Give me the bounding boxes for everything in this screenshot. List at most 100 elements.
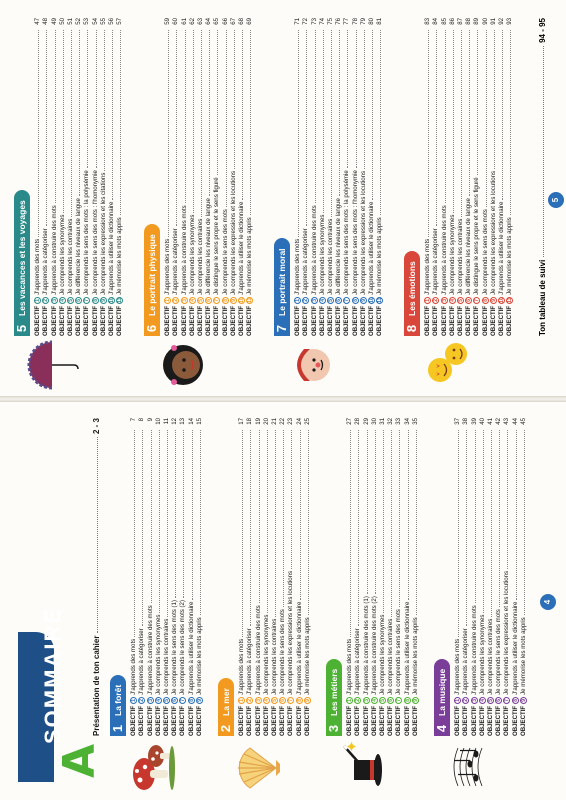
objective-row[interactable]: OBJECTIF 5 Je comprends les contraires 63 bbox=[196, 18, 204, 336]
objective-row[interactable]: OBJECTIF 10 J'apprends à utiliser le dicti… bbox=[367, 18, 375, 336]
objective-row[interactable]: OBJECTIF 5 Je comprends les contraires 41 bbox=[486, 418, 494, 736]
objective-number: 1 bbox=[34, 296, 42, 304]
objective-row[interactable]: OBJECTIF 2 J'apprends à catégoriser 38 bbox=[461, 418, 470, 736]
objective-row[interactable]: OBJECTIF 3 J'apprends à construire des mot… bbox=[439, 18, 448, 336]
objective-row[interactable]: OBJECTIF 10 J'apprends à utiliser le dicti… bbox=[237, 18, 245, 336]
objective-row[interactable]: OBJECTIF 9 Je mémorise les mots appris 15 bbox=[195, 418, 203, 736]
objective-row[interactable]: OBJECTIF 9 Je mémorise les mots appris 25 bbox=[303, 418, 311, 736]
objective-row[interactable]: OBJECTIF 4 Je comprends les synonymes 40 bbox=[478, 418, 486, 736]
objective-text: Je mémorise les mots appris bbox=[116, 217, 124, 295]
intro-pages: 2 - 3 bbox=[92, 418, 101, 435]
objective-row[interactable]: OBJECTIF 8 Je comprends le sens des mots :… bbox=[350, 18, 359, 336]
objective-row[interactable]: OBJECTIF 1 J'apprends des mots 7 bbox=[129, 418, 138, 736]
objective-row[interactable]: OBJECTIF 9 Je mémorise les mots appris 35 bbox=[411, 418, 419, 736]
objective-row[interactable]: OBJECTIF 4 Je comprends les synonymes 10 bbox=[154, 418, 162, 736]
objective-number: 9 bbox=[229, 296, 237, 304]
objective-row[interactable]: OBJECTIF 5 Je comprends les synonymes 31 bbox=[378, 418, 386, 736]
objective-row[interactable]: OBJECTIF 1 J'apprends des mots 71 bbox=[293, 18, 302, 336]
objective-row[interactable]: OBJECTIF 1 J'apprends des mots 17 bbox=[237, 418, 246, 736]
objective-row[interactable]: OBJECTIF 2 J'apprends à catégoriser 84 bbox=[431, 18, 440, 336]
objective-row[interactable]: OBJECTIF 7 Je comprends le sens des mots :… bbox=[342, 18, 351, 336]
objective-row[interactable]: OBJECTIF 9 Je comprends les expressions et… bbox=[99, 18, 107, 336]
objective-row[interactable]: OBJECTIF 7 Je comprends le sens des mots (… bbox=[178, 418, 187, 736]
objective-row[interactable]: OBJECTIF 1 J'apprends des mots 47 bbox=[33, 18, 42, 336]
objective-text: Je mémorise les mots appris bbox=[195, 617, 203, 695]
objective-number: 2 bbox=[302, 296, 310, 304]
objective-row[interactable]: OBJECTIF 8 Je comprends le sens des mots :… bbox=[90, 18, 99, 336]
objective-row[interactable]: OBJECTIF 11 Je mémorise les mots appris 57 bbox=[115, 18, 124, 336]
section-header: 6 Le portrait physique bbox=[144, 18, 160, 336]
objective-row[interactable]: OBJECTIF 9 Je comprends les expressions et… bbox=[229, 18, 237, 336]
objective-row[interactable]: OBJECTIF 2 J'apprends à catégoriser 48 bbox=[41, 18, 50, 336]
objective-row[interactable]: OBJECTIF 7 Je distingue le sens propre et … bbox=[212, 18, 221, 336]
objective-row[interactable]: OBJECTIF 4 Je comprends les synonymes 86 bbox=[448, 18, 456, 336]
objective-row[interactable]: OBJECTIF 9 Je comprends les expressions et… bbox=[359, 18, 367, 336]
dot-leader bbox=[469, 30, 471, 197]
objective-row[interactable]: OBJECTIF 6 Je comprends le sens des mots 22 bbox=[278, 418, 287, 736]
objective-row[interactable]: OBJECTIF 7 Je comprends les expressions et… bbox=[286, 418, 295, 736]
objective-prefix: OBJECTIF bbox=[146, 705, 154, 736]
objective-row[interactable]: OBJECTIF 3 J'apprends à construire des mot… bbox=[179, 18, 188, 336]
objective-row[interactable]: OBJECTIF 2 J'apprends à catégoriser 18 bbox=[245, 418, 254, 736]
objective-page: 92 bbox=[497, 18, 505, 25]
objective-row[interactable]: OBJECTIF 4 Je comprends les synonymes 74 bbox=[318, 18, 326, 336]
objective-row[interactable]: OBJECTIF 5 Je comprends les contraires 51 bbox=[66, 18, 74, 336]
objective-row[interactable]: OBJECTIF 11 Je mémorise les mots appris 93 bbox=[505, 18, 514, 336]
objective-row[interactable]: OBJECTIF 4 Je comprends les synonymes 50 bbox=[58, 18, 66, 336]
objective-row[interactable]: OBJECTIF 2 J'apprends à catégoriser 60 bbox=[171, 18, 180, 336]
objective-row[interactable]: OBJECTIF 8 Je comprends le sens des mots 66 bbox=[220, 18, 229, 336]
page-number-left: 4 bbox=[540, 594, 556, 610]
objective-row[interactable]: OBJECTIF 3 J'apprends à construire des mot… bbox=[145, 418, 154, 736]
objective-prefix: OBJECTIF bbox=[403, 705, 411, 736]
objective-row[interactable]: OBJECTIF 5 Je comprends les contraires 11 bbox=[162, 418, 170, 736]
objective-row[interactable]: OBJECTIF 6 Je différencie les niveaux de l… bbox=[334, 18, 343, 336]
objective-row[interactable]: OBJECTIF 4 J'apprends à construire des mot… bbox=[370, 418, 378, 736]
objective-row[interactable]: OBJECTIF 5 Je comprends les contraires 21 bbox=[270, 418, 278, 736]
objective-row[interactable]: OBJECTIF 6 Je comprends le sens des mots (… bbox=[170, 418, 179, 736]
objective-row[interactable]: OBJECTIF 3 J'apprends à construire des mot… bbox=[469, 418, 478, 736]
objective-row[interactable]: OBJECTIF 3 J'apprends à construire des mot… bbox=[361, 418, 370, 736]
objective-row[interactable]: OBJECTIF 6 Je comprends le sens des mots 42 bbox=[494, 418, 503, 736]
objective-row[interactable]: OBJECTIF 4 Je comprends les synonymes 20 bbox=[262, 418, 270, 736]
objective-row[interactable]: OBJECTIF 2 J'apprends à catégoriser 28 bbox=[353, 418, 362, 736]
objective-row[interactable]: OBJECTIF 7 Je comprends le sens des mots 33 bbox=[394, 418, 403, 736]
objective-row[interactable]: OBJECTIF 1 J'apprends des mots 59 bbox=[163, 18, 172, 336]
objective-row[interactable]: OBJECTIF 1 J'apprends des mots 37 bbox=[453, 418, 462, 736]
objective-number: 4 bbox=[478, 696, 486, 704]
objective-row[interactable]: OBJECTIF 8 J'apprends à utiliser le dictio… bbox=[402, 418, 411, 736]
objective-row[interactable]: OBJECTIF 6 Je différencie les niveaux de l… bbox=[464, 18, 473, 336]
section-portrait-physique: 6 Le portrait physique OBJECTIF 1 J'apprends… bbox=[144, 18, 254, 336]
tracking-line[interactable]: Ton tableau de suivi 94 - 95 bbox=[538, 18, 547, 336]
objective-row[interactable]: OBJECTIF 10 J'apprends à utiliser le dicti… bbox=[107, 18, 115, 336]
objective-prefix: OBJECTIF bbox=[58, 305, 66, 336]
objective-row[interactable]: OBJECTIF 1 J'apprends des mots 27 bbox=[345, 418, 354, 736]
objective-row[interactable]: OBJECTIF 7 Je comprends les expressions et… bbox=[502, 418, 511, 736]
objective-row[interactable]: OBJECTIF 2 J'apprends à catégoriser 8 bbox=[137, 418, 146, 736]
objective-row[interactable]: OBJECTIF 8 J'apprends à utiliser le dictio… bbox=[294, 418, 303, 736]
objective-text: J'apprends des mots bbox=[238, 638, 246, 695]
objective-row[interactable]: OBJECTIF 6 Je comprends les contraires 32 bbox=[386, 418, 395, 736]
objective-row[interactable]: OBJECTIF 11 Je mémorise les mots appris 69 bbox=[245, 18, 254, 336]
objective-row[interactable]: OBJECTIF 11 Je mémorise les mots appris 81 bbox=[375, 18, 384, 336]
intro-line[interactable]: Présentation de ton cahier 2 - 3 bbox=[92, 418, 101, 736]
objective-row[interactable]: OBJECTIF 3 J'apprends à construire des mot… bbox=[49, 18, 58, 336]
objective-row[interactable]: OBJECTIF 1 J'apprends des mots 83 bbox=[423, 18, 432, 336]
objective-row[interactable]: OBJECTIF 9 Je mémorise les mots appris 45 bbox=[519, 418, 527, 736]
objective-text: Je différencie les niveaux de langue bbox=[75, 198, 83, 295]
objective-row[interactable]: OBJECTIF 6 Je différencie les niveaux de l… bbox=[74, 18, 83, 336]
objective-row[interactable]: OBJECTIF 4 Je comprends les synonymes 62 bbox=[188, 18, 196, 336]
objective-row[interactable]: OBJECTIF 6 Je différencie les niveaux de l… bbox=[204, 18, 213, 336]
objective-row[interactable]: OBJECTIF 2 J'apprends à catégoriser 72 bbox=[301, 18, 310, 336]
objective-row[interactable]: OBJECTIF 7 Je distingue le sens propre et … bbox=[472, 18, 481, 336]
objective-row[interactable]: OBJECTIF 3 J'apprends à construire des mot… bbox=[309, 18, 318, 336]
objective-row[interactable]: OBJECTIF 9 Je comprends les expressions et… bbox=[489, 18, 497, 336]
objective-row[interactable]: OBJECTIF 8 Je comprends le sens des mots 90 bbox=[480, 18, 489, 336]
objective-row[interactable]: OBJECTIF 10 J'apprends à utiliser le dicti… bbox=[497, 18, 505, 336]
objective-row[interactable]: OBJECTIF 7 Je comprends le sens des mots :… bbox=[82, 18, 91, 336]
objective-row[interactable]: OBJECTIF 8 J'apprends à utiliser le dictio… bbox=[186, 418, 195, 736]
objective-text: Je mémorise les mots appris bbox=[519, 617, 527, 695]
objective-row[interactable]: OBJECTIF 8 J'apprends à utiliser le dictio… bbox=[510, 418, 519, 736]
objective-row[interactable]: OBJECTIF 5 Je comprends les contraires 75 bbox=[326, 18, 334, 336]
objective-row[interactable]: OBJECTIF 5 Je comprends les contraires 87 bbox=[456, 18, 464, 336]
objective-row[interactable]: OBJECTIF 3 J'apprends à construire des mot… bbox=[253, 418, 262, 736]
